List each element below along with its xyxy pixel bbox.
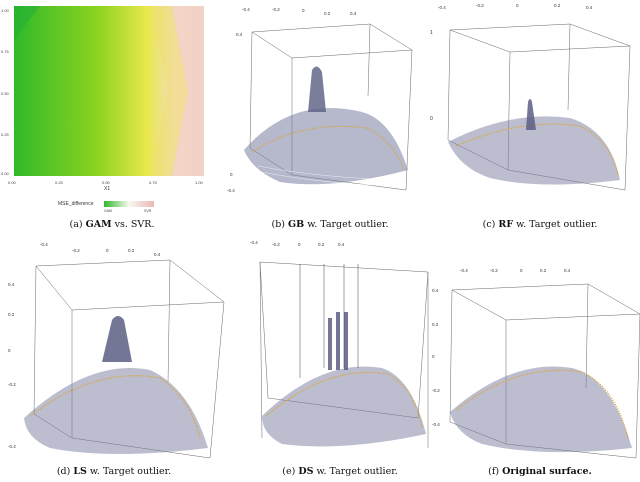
axis-tick: 0: [520, 268, 523, 273]
axis-tick: 0.2: [554, 3, 561, 8]
surface-mesh: [450, 366, 632, 453]
axis-tick: 0.4: [586, 5, 593, 10]
axis-tick: -0.2: [272, 242, 280, 247]
surface-mesh: [244, 107, 408, 185]
axis-tick: -0.2: [8, 382, 16, 387]
caption-d: (d) LS w. Target outlier.: [56, 466, 172, 477]
axis-tick: -0.4: [250, 240, 258, 245]
surface-mesh: [24, 368, 208, 454]
panel-e-surface: -0.4 -0.2 0 0.2 0.4: [232, 238, 432, 462]
caption-a: (a) GAM vs. SVR.: [69, 219, 155, 230]
heatmap-xtick: 0.00: [8, 180, 16, 185]
legend-low-label: GAM: [104, 209, 112, 213]
legend-colorbar: [104, 201, 154, 207]
legend-high-label: SVR: [144, 209, 152, 213]
panel-d-surface: -0.4 -0.2 0 0.2 0.4 0.4 0.2 0 -0.2 -0.4: [0, 238, 225, 462]
surface-plot-f: [449, 283, 640, 459]
surface-plot-c: [447, 23, 631, 191]
axis-tick: -0.4: [8, 444, 16, 449]
outlier-spike: [102, 316, 132, 362]
axis-tick: 0.4: [564, 268, 571, 273]
heatmap-xtick: 0.50: [102, 180, 110, 185]
heatmap-ytick: 0.25: [1, 132, 9, 137]
axis-tick: -0.2: [272, 7, 280, 12]
axis-tick: 0.4: [236, 32, 243, 37]
caption-b: (b) GB w. Target outlier.: [271, 219, 389, 230]
axis-tick: 0: [432, 354, 435, 359]
axis-tick: 0: [302, 8, 305, 13]
axis-tick: -0.4: [242, 7, 250, 12]
legend-title: MSE_difference: [58, 201, 94, 207]
axis-tick: -0.4: [40, 242, 48, 247]
axis-tick: 0.4: [338, 242, 345, 247]
heatmap-xtick: 1.00: [195, 180, 203, 185]
axis-tick: 0.4: [432, 288, 439, 293]
axis-tick: 0: [106, 248, 109, 253]
axis-tick: -0.4: [227, 188, 235, 193]
axis-tick: 0.2: [318, 242, 325, 247]
caption-c: (c) RF w. Target outlier.: [482, 219, 598, 230]
surface-plot-b: [244, 23, 413, 191]
panel-a-heatmap: 1.00 0.75 0.50 0.25 0.00 0.00 0.25 0.50 …: [0, 0, 210, 215]
axis-tick: 0.4: [154, 252, 161, 257]
axis-tick: 0: [516, 3, 519, 8]
axis-tick: 0.4: [350, 11, 357, 16]
caption-f: (f) Original surface.: [488, 466, 592, 477]
heatmap-ytick: 0.00: [1, 171, 9, 176]
heatmap-ytick: 1.00: [1, 8, 9, 13]
heatmap-svg: [14, 6, 204, 176]
outlier-spike: [526, 99, 536, 130]
axis-tick: -0.4: [438, 5, 446, 10]
axis-tick: 0.2: [432, 322, 439, 327]
axis-tick: 0: [8, 348, 11, 353]
outlier-spike: [308, 66, 326, 112]
axis-tick: 0.2: [128, 248, 135, 253]
outlier-spikes: [299, 264, 359, 378]
axis-tick: -0.2: [476, 3, 484, 8]
heatmap-ytick: 0.50: [1, 91, 9, 96]
axis-tick: 0: [430, 116, 433, 122]
axis-tick: -0.4: [460, 268, 468, 273]
panel-f-surface: -0.4 -0.2 0 0.2 0.4 0.4 0.2 0 -0.2 -0.4: [432, 238, 640, 462]
axis-tick: 0.2: [324, 11, 331, 16]
axis-tick: 0.2: [540, 268, 547, 273]
axis-tick: -0.2: [72, 248, 80, 253]
axis-tick: 1: [430, 30, 433, 36]
surface-plot-e: [259, 261, 429, 448]
axis-tick: 0.2: [8, 312, 15, 317]
panel-c-surface: -0.4 -0.2 0 0.2 0.4 1 0: [430, 0, 640, 215]
surface-plot-d: [24, 259, 225, 459]
heatmap-xtick: 0.25: [55, 180, 63, 185]
surface-mesh: [448, 116, 620, 185]
surface-mesh: [262, 366, 426, 447]
panel-b-surface: -0.4 -0.2 0 0.2 0.4 0.4 0 -0.4: [222, 0, 422, 215]
axis-tick: -0.2: [490, 268, 498, 273]
caption-e: (e) DS w. Target outlier.: [282, 466, 398, 477]
heatmap-xlabel: X1: [104, 186, 111, 192]
axis-tick: 0.4: [8, 282, 15, 287]
heatmap-ytick: 0.75: [1, 49, 9, 54]
axis-tick: 0: [230, 172, 233, 177]
axis-tick: 0: [298, 242, 301, 247]
axis-tick: -0.4: [432, 422, 440, 427]
heatmap-xtick: 0.75: [149, 180, 157, 185]
axis-tick: -0.2: [432, 388, 440, 393]
